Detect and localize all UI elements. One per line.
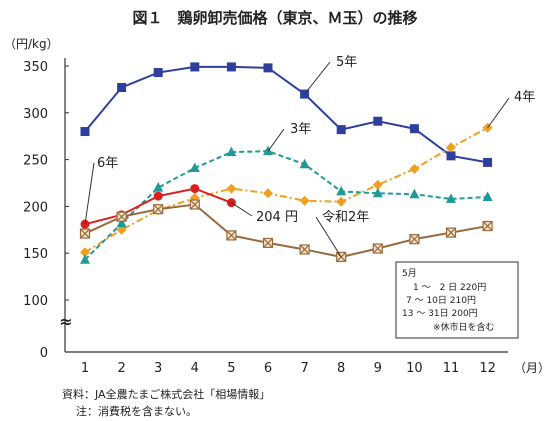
x-tick-label: 10 — [406, 361, 423, 376]
data-point — [190, 184, 200, 194]
data-point — [226, 146, 237, 157]
series-annotation: 5年 — [336, 55, 357, 70]
data-point — [153, 68, 163, 78]
data-point — [446, 151, 456, 161]
x-tick-label: 6 — [264, 361, 272, 376]
annotation-leader — [267, 128, 285, 152]
series-line — [84, 150, 488, 261]
x-tick-label: 2 — [117, 361, 125, 376]
note-line-4: 13 ～ 31日 200円 — [402, 308, 478, 319]
data-point — [299, 158, 310, 169]
y-tick-label: 250 — [23, 154, 48, 169]
data-point — [336, 125, 346, 135]
data-point — [409, 234, 420, 245]
series-annotation: 6年 — [97, 156, 118, 171]
note-line-1: 5月 — [402, 268, 417, 279]
x-ticks: 1 2 3 4 5 6 7 8 9 10 11 12 — [81, 361, 496, 376]
data-point — [153, 204, 164, 215]
series-annotation: 3年 — [290, 122, 311, 137]
data-point — [262, 237, 274, 249]
data-point — [372, 187, 383, 198]
note-line-3: 7 ～ 10日 210円 — [406, 295, 476, 306]
data-point — [409, 188, 420, 199]
series-line — [84, 203, 488, 258]
data-point — [446, 193, 456, 203]
data-point — [446, 142, 456, 153]
x-axis-unit: （月） — [514, 361, 550, 375]
data-point — [189, 162, 200, 173]
data-point — [80, 247, 90, 258]
data-point — [226, 230, 237, 241]
source-note: 資料：JA全農たまご株式会社「相場情報」 — [62, 388, 271, 401]
data-point — [263, 188, 273, 199]
series-4 — [79, 199, 493, 263]
series-2 — [80, 145, 493, 264]
annotation-leader — [231, 202, 253, 217]
data-point — [299, 195, 310, 206]
series-line — [84, 126, 489, 254]
series-0 — [80, 62, 493, 167]
y-tick-label: 0 — [40, 346, 48, 361]
may-price-note-box: 5月 1 ～ 2 日 220円 7 ～ 10日 210円 13 ～ 31日 20… — [395, 261, 519, 339]
x-tick-label: 1 — [81, 361, 89, 376]
y-tick-label: 150 — [23, 247, 48, 262]
data-point — [226, 183, 237, 194]
data-point — [190, 62, 200, 72]
data-point — [336, 185, 347, 196]
annotation-leader — [304, 61, 331, 95]
data-point — [117, 83, 127, 93]
x-tick-label: 5 — [227, 361, 235, 376]
axis-break-mark: ≈ — [59, 312, 72, 331]
data-point — [226, 62, 236, 72]
annotation-leader — [487, 97, 510, 129]
data-point — [299, 244, 310, 255]
x-tick-label: 3 — [154, 361, 162, 376]
series-line — [84, 65, 488, 164]
x-tick-label: 12 — [479, 361, 496, 376]
data-point — [336, 196, 347, 207]
data-point — [409, 124, 419, 134]
data-point — [80, 254, 90, 264]
data-point — [189, 199, 200, 210]
y-tick-label: 350 — [23, 60, 48, 75]
x-tick-label: 7 — [300, 361, 308, 376]
data-point — [153, 191, 163, 201]
data-point — [80, 127, 90, 137]
annotation-leader — [84, 162, 95, 225]
data-point — [372, 179, 383, 190]
y-tick-label: 300 — [23, 107, 48, 122]
data-point — [409, 163, 420, 174]
data-point — [445, 227, 457, 238]
annotation-leader — [315, 216, 342, 258]
x-tick-label: 11 — [443, 361, 460, 376]
data-point — [79, 228, 91, 239]
data-point — [153, 182, 164, 192]
data-point — [482, 220, 493, 232]
data-point — [372, 243, 383, 254]
note-line-5: ※休市日を含む — [433, 321, 495, 333]
x-tick-label: 9 — [374, 361, 382, 376]
data-point — [263, 63, 273, 73]
x-tick-label: 4 — [191, 361, 199, 376]
series-layer — [79, 62, 493, 264]
data-point — [483, 157, 493, 167]
tax-note: 注：消費税を含まない。 — [76, 405, 197, 418]
note-line-2: 1 ～ 2 日 220円 — [413, 282, 486, 293]
y-tick-label: 100 — [23, 294, 48, 309]
y-axis-unit: （円/kg） — [4, 37, 59, 51]
data-point — [116, 217, 127, 228]
data-point — [116, 211, 127, 222]
series-annotation: 令和2年 — [322, 210, 369, 225]
x-tick-label: 8 — [337, 361, 345, 376]
data-point — [373, 116, 383, 126]
series-annotation: 4年 — [514, 90, 535, 105]
data-point — [116, 224, 127, 235]
data-point — [482, 191, 493, 202]
annotation-layer: 5年 4年 3年 6年 204 円 令和2年 — [84, 55, 535, 258]
series-annotation: 204 円 — [256, 210, 298, 225]
y-ticks: 0 100 150 200 250 300 350 — [23, 60, 69, 361]
chart-title: 図１ 鶏卵卸売価格（東京、Ｍ玉）の推移 — [132, 9, 417, 27]
y-tick-label: 200 — [23, 200, 48, 215]
